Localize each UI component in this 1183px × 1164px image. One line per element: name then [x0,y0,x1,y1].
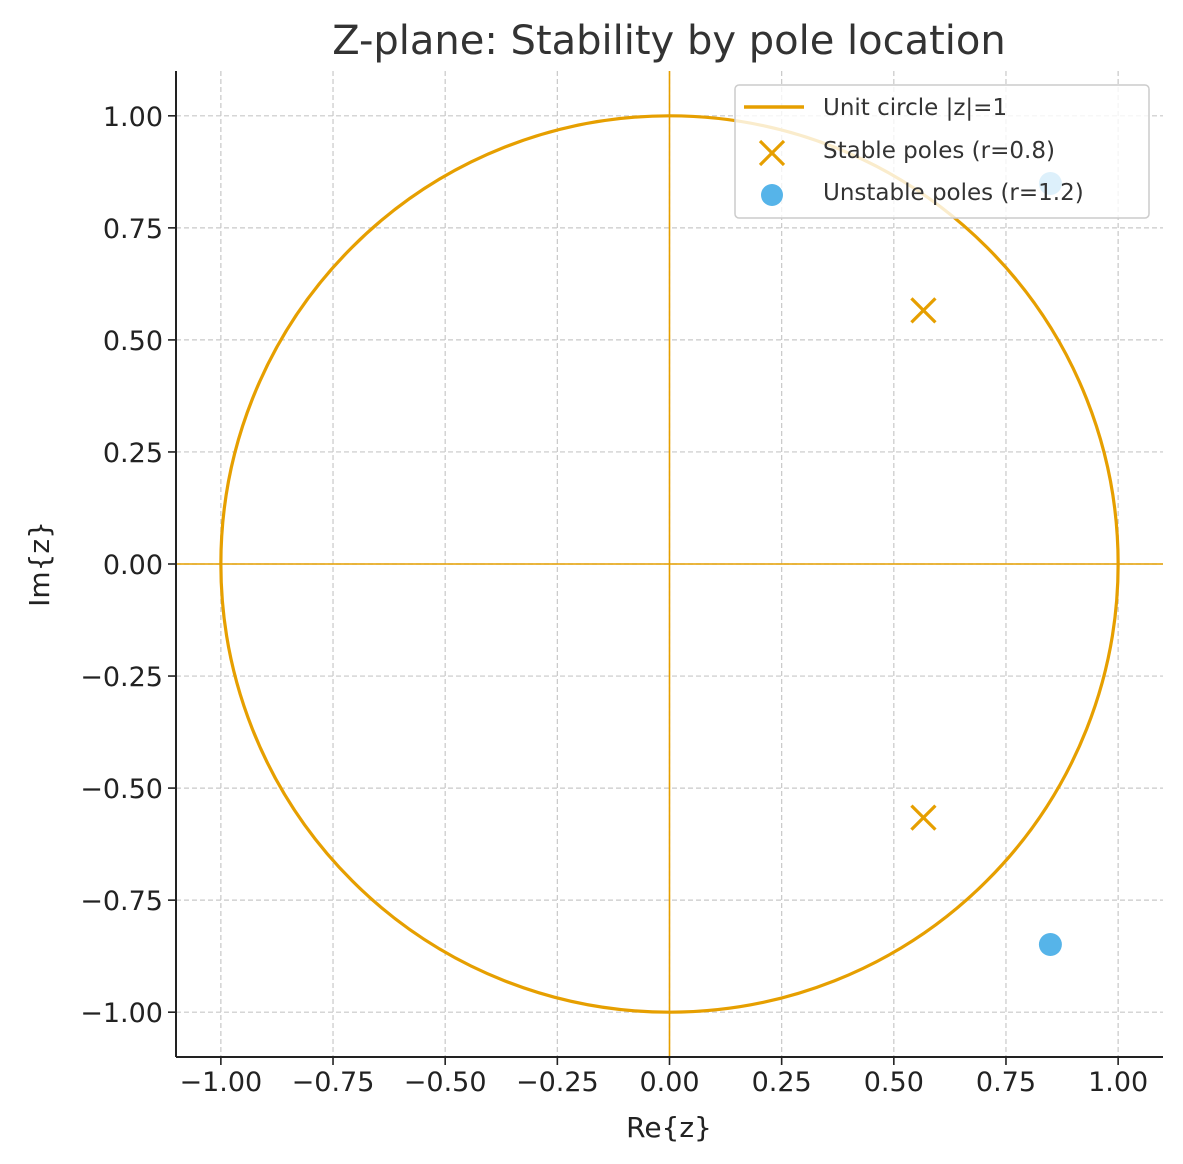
zero-axis-lines [176,71,1163,1057]
stable-pole-0 [910,297,937,324]
unit-circle [219,114,1120,1014]
y-tick-label-7: 0.75 [103,214,163,245]
y-tick-label-8: 1.00 [103,102,163,133]
unit-circle-layer [219,114,1120,1014]
x-tick-label-2: −0.50 [404,1067,487,1098]
unstable-pole-1 [1038,933,1062,957]
x-ticks: −1.00 −0.75 −0.50 −0.25 0.00 0.25 0.50 0.75 1.00 [179,1057,1148,1098]
legend-x-stroke-b [758,139,786,167]
x-tick-label-5: 0.25 [752,1067,812,1098]
x-tick-label-1: −0.75 [292,1067,375,1098]
y-tick-label-1: −0.75 [80,886,163,917]
x-tick-label-6: 0.50 [864,1067,924,1098]
y-tick-label-0: −1.00 [80,998,163,1029]
y-tick-label-2: −0.50 [80,774,163,805]
stable-pole-0-stroke-b [910,297,937,324]
x-tick-label-3: −0.25 [516,1067,599,1098]
x-tick-label-4: 0.00 [639,1067,699,1098]
legend-box [734,84,1150,219]
y-axis-label: Im{z} [23,521,56,607]
x-tick-label-7: 0.75 [976,1067,1036,1098]
legend: Unit circle |z|=1 Stable poles (r=0.8) U… [734,84,1150,219]
stable-pole-1 [910,804,937,831]
y-tick-label-6: 0.50 [103,326,163,357]
x-axis-label: Re{z} [626,1111,712,1144]
chart-title: Z-plane: Stability by pole location [332,18,1005,64]
legend-stable-label: Stable poles (r=0.8) [823,138,1055,164]
y-tick-label-4: 0.00 [103,550,163,581]
legend-stable-swatch [758,139,786,167]
x-tick-label-0: −1.00 [179,1067,262,1098]
legend-unit-circle-label: Unit circle |z|=1 [823,95,1007,121]
y-ticks: −1.00 −0.75 −0.50 −0.25 0.00 0.25 0.50 0.75 1.00 [80,102,176,1029]
y-tick-label-3: −0.25 [80,662,163,693]
y-tick-label-5: 0.25 [103,438,163,469]
stable-pole-1-stroke-b [910,804,937,831]
legend-unstable-swatch [761,184,783,206]
legend-unstable-label: Unstable poles (r=1.2) [823,180,1084,206]
x-tick-label-8: 1.00 [1088,1067,1148,1098]
